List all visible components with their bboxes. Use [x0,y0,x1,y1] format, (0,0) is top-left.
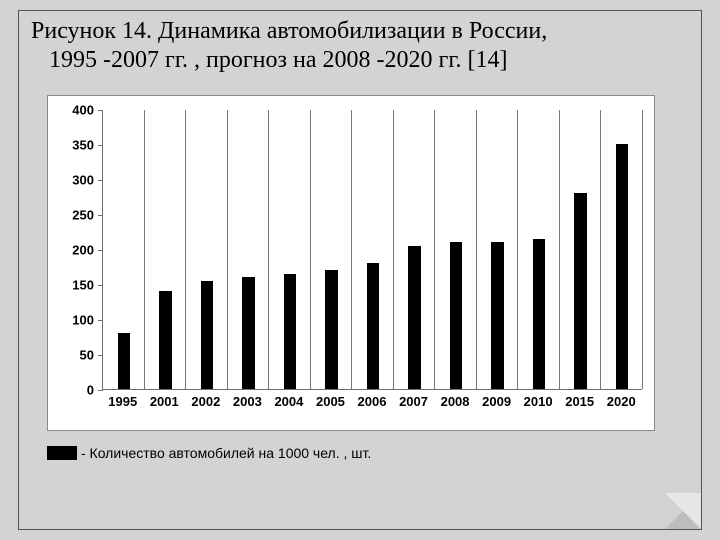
x-axis-label: 1995 [102,394,144,409]
chart-container: 0501001502002503003504001995200120022003… [47,95,655,431]
x-axis-label: 2003 [227,394,269,409]
legend-text: - Количество автомобилей на 1000 чел. , … [81,445,371,461]
x-axis-label: 2020 [600,394,642,409]
title-line-2: 1995 -2007 гг. , прогноз на 2008 -2020 г… [31,46,507,75]
figure-title: Рисунок 14. Динамика автомобилизации в Р… [31,17,689,76]
x-axis-label: 2008 [434,394,476,409]
title-line-1: Рисунок 14. Динамика автомобилизации в Р… [31,18,547,44]
x-axis-label: 2001 [144,394,186,409]
x-axis-label: 2005 [310,394,352,409]
page-curl-icon [665,493,701,529]
x-axis-label: 2002 [185,394,227,409]
legend-swatch [47,446,77,460]
x-axis-label: 2010 [517,394,559,409]
legend: - Количество автомобилей на 1000 чел. , … [47,445,371,461]
x-axis-labels: 1995200120022003200420052006200720082009… [48,96,654,430]
x-axis-label: 2004 [268,394,310,409]
x-axis-label: 2007 [393,394,435,409]
x-axis-label: 2009 [476,394,518,409]
content-frame: Рисунок 14. Динамика автомобилизации в Р… [18,10,702,530]
slide: Рисунок 14. Динамика автомобилизации в Р… [0,0,720,540]
x-axis-label: 2006 [351,394,393,409]
x-axis-label: 2015 [559,394,601,409]
